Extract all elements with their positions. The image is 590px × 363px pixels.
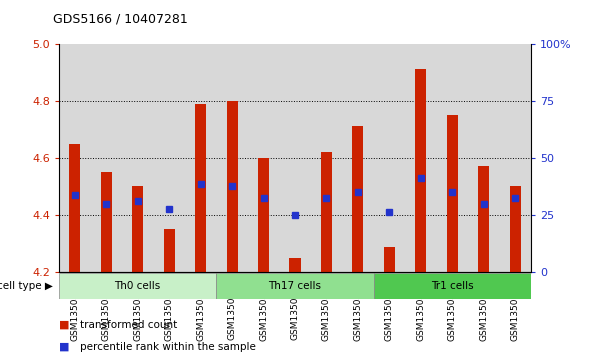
Bar [478, 167, 489, 272]
Text: Th0 cells: Th0 cells [114, 281, 161, 291]
Bar [290, 258, 300, 272]
Bar [217, 273, 373, 299]
Bar [185, 44, 217, 272]
Bar [279, 44, 311, 272]
Bar [468, 44, 500, 272]
Bar [69, 144, 80, 272]
Bar [321, 152, 332, 272]
Bar [59, 273, 217, 299]
Bar [352, 126, 363, 272]
Bar [384, 246, 395, 272]
Text: percentile rank within the sample: percentile rank within the sample [80, 342, 255, 352]
Bar [101, 172, 112, 272]
Text: Tr1 cells: Tr1 cells [431, 281, 474, 291]
Bar [59, 44, 90, 272]
Bar [258, 158, 269, 272]
Bar [447, 115, 458, 272]
Bar [373, 44, 405, 272]
Bar [510, 187, 521, 272]
Bar [195, 103, 206, 272]
Text: ■: ■ [59, 342, 70, 352]
Bar [227, 101, 238, 272]
Bar [405, 44, 437, 272]
Text: Th17 cells: Th17 cells [268, 281, 322, 291]
Bar [163, 229, 175, 272]
Bar [153, 44, 185, 272]
Bar [122, 44, 153, 272]
Bar [342, 44, 373, 272]
Bar [311, 44, 342, 272]
Text: ■: ■ [59, 320, 70, 330]
Bar [437, 44, 468, 272]
Text: cell type ▶: cell type ▶ [0, 281, 53, 291]
Bar [373, 273, 531, 299]
Bar [132, 187, 143, 272]
Bar [90, 44, 122, 272]
Bar [248, 44, 279, 272]
Bar [415, 69, 427, 272]
Bar [500, 44, 531, 272]
Text: GDS5166 / 10407281: GDS5166 / 10407281 [53, 12, 188, 25]
Bar [217, 44, 248, 272]
Text: transformed count: transformed count [80, 320, 177, 330]
